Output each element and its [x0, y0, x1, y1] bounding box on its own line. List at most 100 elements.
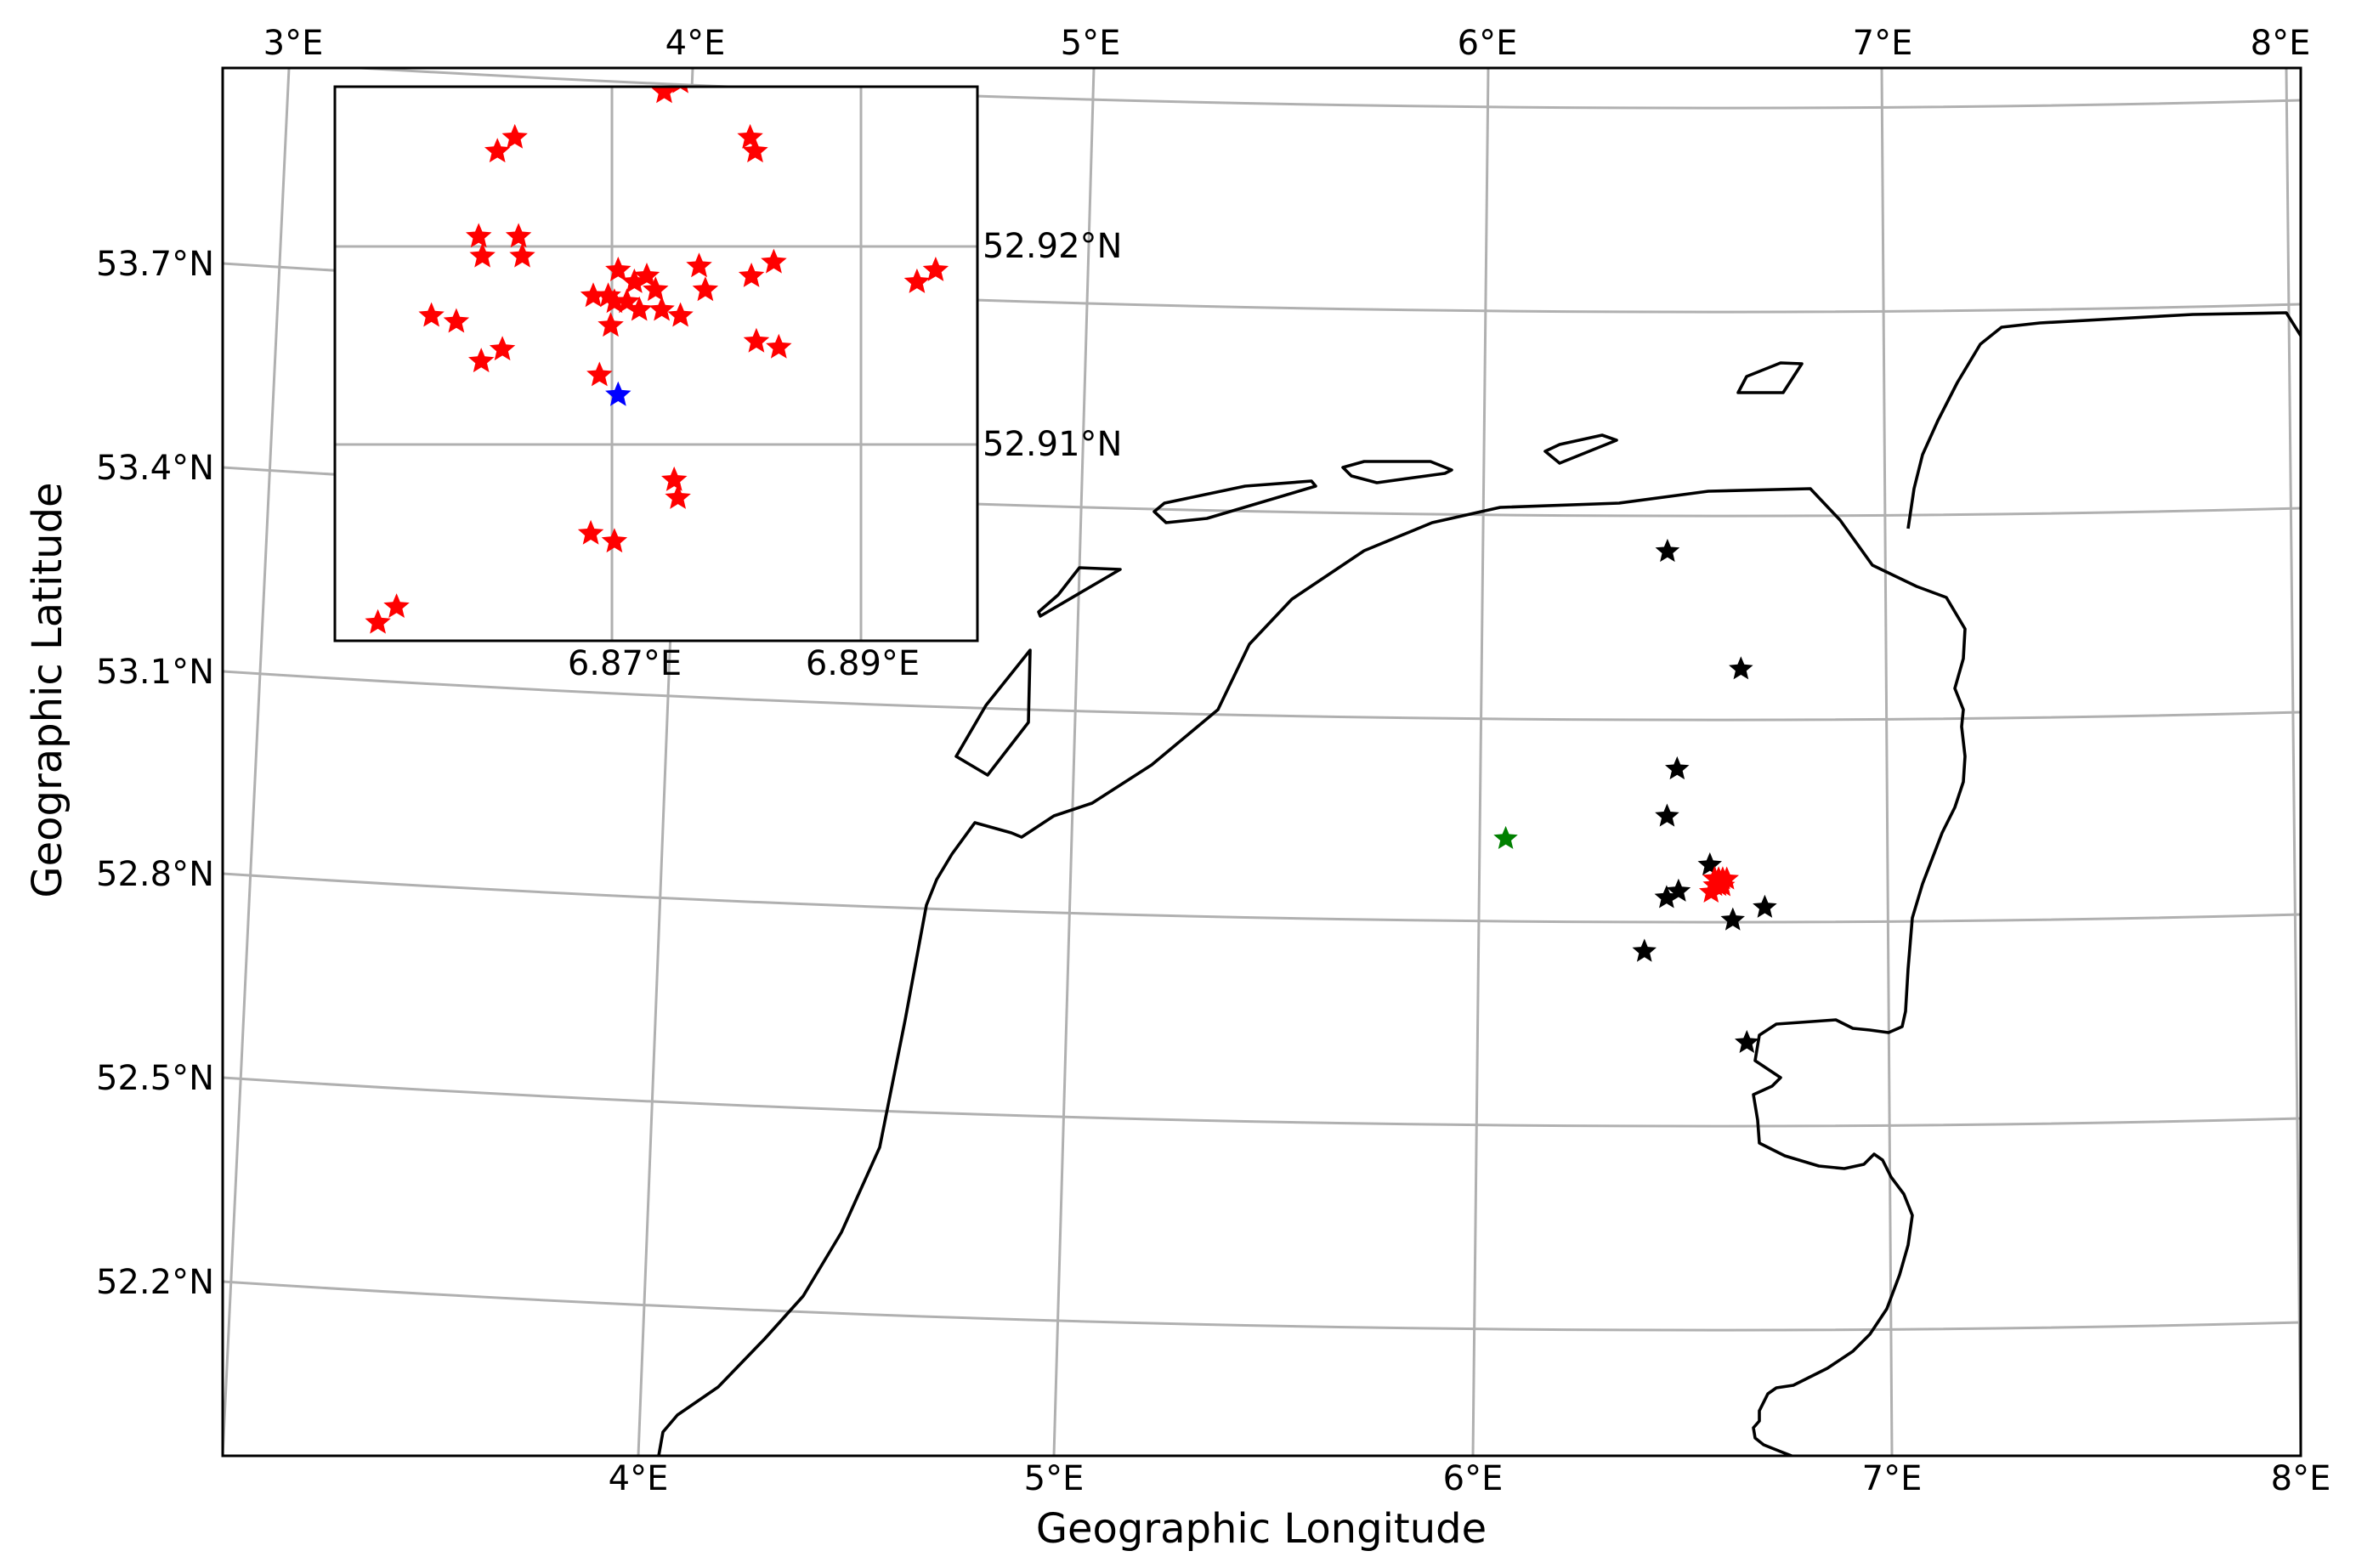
red-event-star-marker — [743, 327, 770, 353]
top-lon-tick: 8°E — [2251, 24, 2311, 63]
texel-island — [954, 648, 1032, 777]
black-event-star-marker — [1720, 907, 1745, 931]
black-event-star-marker — [1655, 803, 1679, 827]
schiermonnikoog-island — [1543, 433, 1618, 465]
inset-frame — [333, 85, 979, 642]
meridian-5e — [1052, 68, 1096, 1456]
x-axis-label: Geographic Longitude — [1036, 1505, 1487, 1553]
top-lon-tick: 6°E — [1458, 24, 1518, 63]
red-event-star-marker — [365, 609, 391, 634]
red-event-star-marker — [692, 276, 719, 302]
top-lon-tick: 4°E — [665, 24, 726, 63]
red-event-star-marker — [443, 308, 470, 333]
parallel-52-8 — [223, 872, 2301, 924]
red-event-star-marker — [766, 333, 792, 359]
green-event-star-marker — [1493, 825, 1518, 849]
bottom-lon-tick: 4°E — [609, 1459, 669, 1498]
parallel-53-9 — [338, 68, 2301, 110]
red-event-star-marker — [742, 138, 768, 163]
vlieland-island — [1037, 566, 1122, 618]
red-event-star-marker — [633, 263, 660, 287]
red-event-star-marker — [648, 296, 675, 321]
parallel-52-2 — [223, 1280, 2301, 1332]
red-event-star-marker — [1714, 866, 1739, 890]
main-event-markers — [1493, 538, 1777, 1053]
parallel-52-5 — [223, 1076, 2301, 1128]
inset-event-markers — [365, 35, 949, 634]
black-event-star-marker — [1729, 656, 1753, 680]
red-event-star-marker — [564, 35, 590, 59]
red-event-star-marker — [922, 257, 949, 281]
parallel-53-1 — [223, 670, 2301, 722]
meridian-8e — [2285, 68, 2301, 1456]
y-axis-label: Geographic Latitude — [24, 482, 71, 897]
red-event-star-marker — [577, 519, 604, 545]
main-graticule — [223, 68, 2301, 1456]
top-lon-tick: 5°E — [1061, 24, 1121, 63]
red-event-star-marker — [903, 268, 931, 293]
bottom-lon-tick: 7°E — [1862, 1459, 1923, 1498]
main-map-frame — [221, 66, 2302, 1458]
red-event-star-marker — [686, 252, 712, 278]
blue-event-star-marker — [605, 381, 631, 406]
red-event-star-marker — [667, 302, 694, 327]
east-coast-upper — [1906, 311, 2301, 529]
ameland-island — [1341, 460, 1453, 484]
lat-tick: 52.2°N — [96, 1263, 214, 1302]
red-event-star-marker — [665, 484, 691, 509]
red-event-star-marker — [383, 593, 410, 618]
red-event-star-marker — [605, 257, 631, 281]
coastline — [657, 311, 2301, 1456]
bottom-lon-tick: 6°E — [1443, 1459, 1504, 1498]
black-event-star-marker — [1735, 1029, 1759, 1053]
bottom-lon-ticks: 4°E 5°E 6°E 7°E 8°E — [609, 1459, 2331, 1498]
red-event-star-marker — [601, 288, 628, 314]
red-event-star-marker — [661, 466, 688, 491]
top-lon-tick: 7°E — [1853, 24, 1913, 63]
inset-background — [335, 87, 977, 641]
black-event-star-marker — [1666, 878, 1691, 902]
lat-tick: 53.4°N — [96, 449, 214, 488]
red-event-star-marker — [469, 242, 496, 268]
meridian-6e — [1471, 68, 1490, 1456]
black-event-star-marker — [1655, 538, 1680, 563]
red-event-star-marker — [643, 276, 669, 302]
red-event-star-marker — [597, 312, 624, 337]
top-lon-tick: 3°E — [263, 24, 324, 63]
inset-map: 6.87°E 6.89°E 52.92°N 52.91°N — [333, 35, 1122, 683]
bottom-lon-tick: 8°E — [2271, 1459, 2331, 1498]
lat-tick: 53.1°N — [96, 653, 214, 692]
inset-lon-tick: 6.87°E — [568, 644, 682, 683]
lat-tick: 52.5°N — [96, 1059, 214, 1098]
black-event-star-marker — [1654, 885, 1679, 909]
lat-ticks: 53.7°N 53.4°N 53.1°N 52.8°N 52.5°N 52.2°… — [96, 245, 214, 1302]
red-event-star-marker — [651, 87, 677, 104]
black-event-star-marker — [1753, 894, 1777, 918]
inset-lon-tick: 6.89°E — [806, 644, 920, 683]
black-event-star-marker — [1665, 756, 1690, 780]
red-event-star-marker — [601, 528, 628, 553]
red-event-star-marker — [418, 302, 445, 327]
red-event-star-marker — [626, 296, 653, 321]
red-event-star-marker — [484, 138, 511, 163]
red-event-star-marker — [509, 242, 535, 268]
red-event-star-marker — [580, 282, 607, 308]
red-event-star-marker — [738, 263, 765, 287]
meridian-3e — [223, 68, 291, 1456]
terschelling-island — [1153, 479, 1317, 524]
lat-tick: 53.7°N — [96, 245, 214, 284]
black-event-star-marker — [1632, 938, 1657, 962]
red-event-star-marker — [586, 361, 613, 387]
rottumeroog-island — [1736, 361, 1804, 394]
mainland-coast — [657, 487, 1967, 1456]
inset-lat-tick: 52.91°N — [983, 425, 1122, 464]
red-event-star-marker — [466, 223, 492, 248]
red-event-star-marker — [505, 223, 532, 248]
meridian-7e — [1880, 68, 1894, 1456]
lat-tick: 52.8°N — [96, 855, 214, 894]
red-event-star-marker — [468, 348, 495, 373]
inset-lat-tick: 52.92°N — [983, 227, 1122, 266]
red-event-star-marker — [501, 123, 528, 149]
red-event-star-marker — [1699, 879, 1724, 903]
